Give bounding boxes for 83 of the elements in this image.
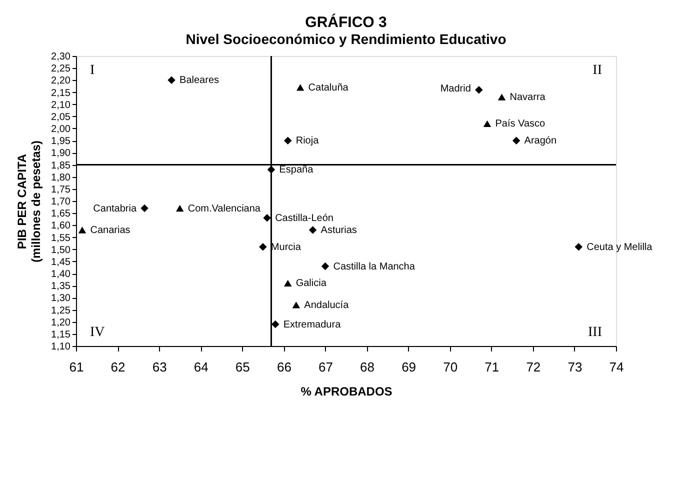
x-tick-label: 61 [69,360,84,374]
x-tick-label: 67 [318,360,333,374]
annotation: País Vasco [495,118,546,130]
y-tick-label: 1,80 [51,172,71,184]
annotation: Madrid [440,84,471,95]
point [574,243,582,251]
annotation: Extremadura [283,319,342,330]
x-axis-title: % APROBADOS [300,384,392,398]
annotation: Galicia [296,278,327,290]
y-tick-label: 1,20 [51,317,71,328]
y-tick-label: 1,35 [51,281,71,292]
annotation: Andalucía [304,300,350,311]
y-tick-label: 1,25 [51,305,71,316]
annotation: Castilla la Mancha [333,261,416,272]
y-tick-label: 1,75 [51,184,71,196]
annotation: Baleares [180,75,220,86]
annotation: Aragón [524,136,557,147]
y-axis-title: PIB PER CAPITA (millones de pesetas) [15,140,44,263]
x-tick-label: 64 [194,360,208,374]
point [284,136,292,144]
x-tick-label: 66 [276,360,292,374]
annotation: Asturias [320,225,357,236]
annotation: España [279,164,314,176]
y-tick-label: 2,30 [51,52,71,62]
chart-title: GRÁFICO 3 [305,13,387,31]
point [78,226,86,234]
chart-subtitle: Nivel Socioeconómico y Rendimiento Educativo [186,31,506,47]
y-tick-label: 2,10 [51,100,71,111]
y-tick-label: 1,50 [51,244,71,256]
point [512,136,520,144]
x-tick-label: 74 [609,360,624,374]
point [168,76,176,84]
x-tick-label: 68 [360,360,375,374]
annotation: IV [90,325,105,340]
point [483,120,492,128]
annotation: Com.Valenciana [188,203,261,214]
annotation: Cataluña [308,82,349,94]
x-tick-label: 62 [110,360,126,374]
point [272,320,280,328]
y-tick-label: 1,30 [51,293,71,304]
point [292,302,300,308]
x-tick-label: 63 [152,360,167,374]
point [475,86,483,94]
y-tick-label: 2,05 [51,112,71,123]
annotation: Castilla-León [275,212,334,224]
point [284,280,292,287]
point [140,204,148,212]
y-tick-label: 1,15 [51,329,71,340]
annotation: I [90,63,95,78]
point [259,243,267,251]
annotation: III [588,325,602,340]
y-tick-label: 1,45 [51,256,71,268]
x-tick-label: 72 [526,360,541,374]
y-tick-label: 1,40 [51,269,71,280]
y-tick-label: 2,20 [51,76,71,87]
x-tick-label: 71 [484,360,500,374]
annotation: Navarra [510,92,546,104]
y-tick-label: 1,65 [51,208,71,220]
y-tick-label: 1,90 [51,148,71,160]
annotation: Cantabria [93,203,137,214]
y-tick-label: 2,25 [51,64,71,75]
point [263,214,271,222]
y-tick-label: 1,95 [51,136,71,148]
y-tick-label: 1,55 [51,232,71,244]
point [308,226,317,234]
point [176,204,184,212]
annotation: Rioja [296,136,320,147]
point [296,84,304,91]
point [498,94,506,100]
x-tick-label: 70 [443,360,458,374]
annotation: Ceuta y Melilla [586,242,653,253]
y-tick-label: 2,00 [51,124,71,135]
y-tick-label: 1,70 [51,196,71,208]
y-tick-label: 1,85 [51,160,71,172]
x-tick-label: 73 [568,360,582,374]
x-tick-label: 65 [235,360,250,374]
point [321,262,330,270]
y-tick-label: 1,10 [51,342,71,352]
x-tick-label: 69 [402,360,416,374]
y-tick-label: 1,60 [51,220,71,232]
y-tick-label: 2,15 [51,88,71,99]
annotation: II [592,63,602,78]
annotation: Canarias [90,225,130,236]
